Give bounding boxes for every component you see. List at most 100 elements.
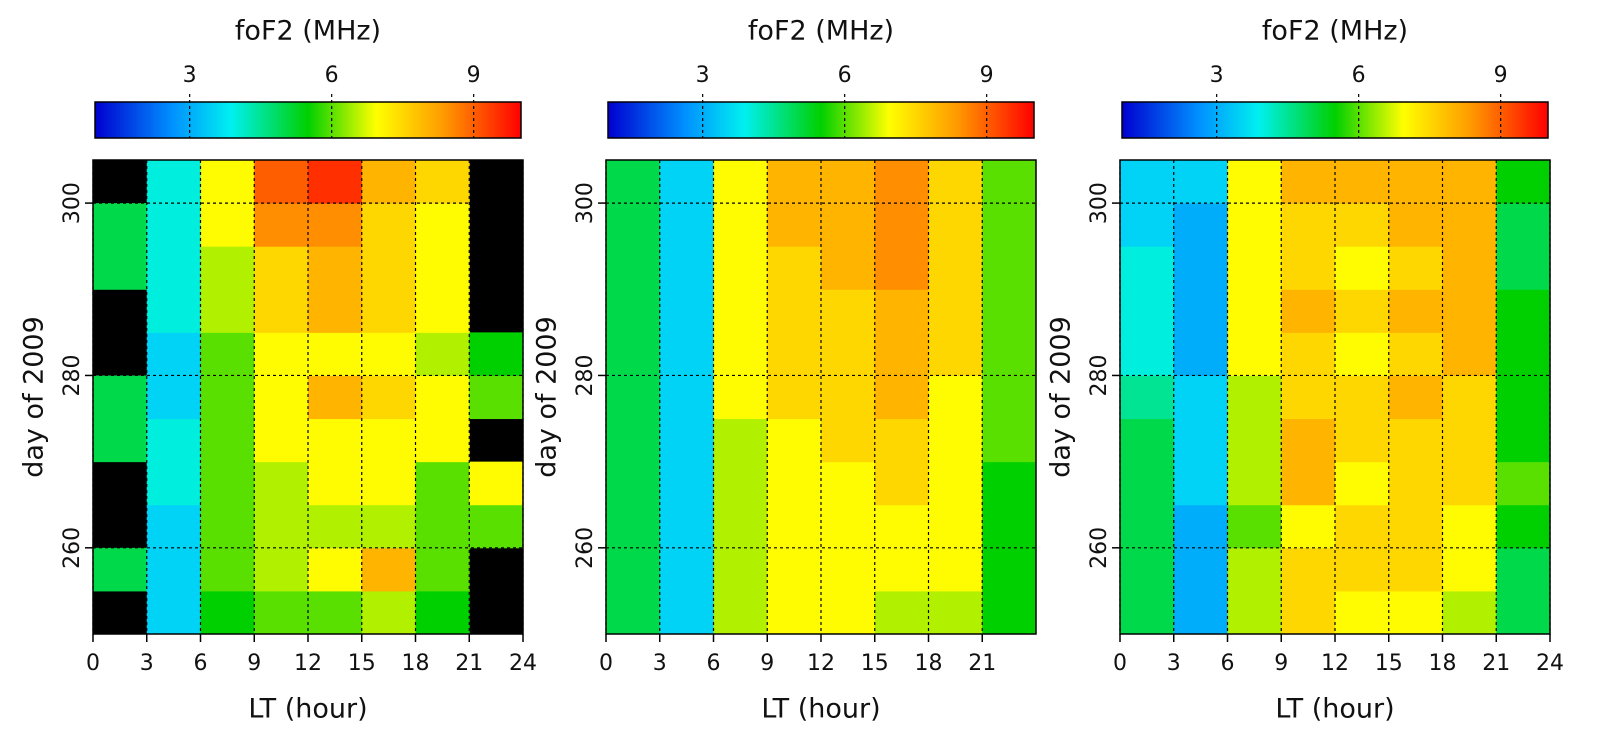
heat-cell	[200, 375, 255, 420]
y-tick-label: 260	[60, 527, 85, 569]
y-axis-label: day of 2009	[1046, 316, 1077, 478]
heat-cell	[606, 375, 661, 420]
x-tick-label: 21	[455, 651, 483, 676]
heat-cell	[146, 547, 201, 592]
heat-cell	[308, 418, 363, 463]
heat-cell	[606, 246, 661, 290]
heat-cell	[1227, 203, 1282, 247]
heat-cell	[767, 590, 822, 635]
colorbar	[1121, 101, 1549, 139]
heat-cell	[1120, 203, 1175, 247]
heat-cell	[821, 461, 876, 506]
heat-cell	[1173, 375, 1228, 420]
heat-cell	[982, 504, 1037, 549]
heat-cell	[200, 418, 255, 463]
x-tick-label: 9	[247, 651, 261, 676]
heat-cell	[874, 547, 929, 592]
heat-cell	[1388, 547, 1443, 592]
heat-cell	[1173, 289, 1228, 333]
heat-cell	[1388, 590, 1443, 635]
heat-cell	[93, 375, 148, 420]
heat-cell	[1442, 332, 1497, 376]
heat-cell	[1281, 289, 1336, 333]
heat-cell	[982, 590, 1037, 635]
heat-cell	[308, 246, 363, 290]
heat-cell	[767, 332, 822, 376]
heat-cell	[415, 332, 470, 376]
x-tick-label: 12	[1321, 651, 1349, 676]
heat-cell	[713, 246, 768, 290]
heat-cell	[606, 590, 661, 635]
heat-cell	[200, 203, 255, 247]
heat-cell	[254, 289, 309, 333]
colorbar-tick-label: 9	[467, 63, 481, 88]
plot-frame	[1119, 159, 1551, 635]
heat-cell	[1227, 160, 1282, 204]
x-tick-label: 15	[861, 651, 889, 676]
heat-cell	[821, 332, 876, 376]
heat-cell	[308, 332, 363, 376]
heat-cell	[821, 590, 876, 635]
heat-cell	[200, 504, 255, 549]
heat-cell	[308, 289, 363, 333]
heat-cell	[1335, 160, 1390, 204]
x-tick-label: 18	[915, 651, 943, 676]
heat-cell	[469, 332, 524, 376]
heat-cell	[713, 332, 768, 376]
heat-cell	[1335, 504, 1390, 549]
heat-cell	[1442, 504, 1497, 549]
heat-cell	[874, 418, 929, 463]
heat-cell	[1335, 246, 1390, 290]
heat-cell	[606, 160, 661, 204]
heat-cell	[1227, 547, 1282, 592]
heat-cell	[308, 504, 363, 549]
heat-cell	[469, 504, 524, 549]
heat-cell	[982, 160, 1037, 204]
heat-cell	[928, 461, 983, 506]
heat-cell	[1388, 375, 1443, 420]
colorbar	[94, 101, 522, 139]
heat-cell	[1173, 547, 1228, 592]
heat-cell	[254, 547, 309, 592]
heat-cell	[1442, 203, 1497, 247]
x-tick-label: 21	[968, 651, 996, 676]
heat-cell	[254, 590, 309, 635]
heat-cell	[1335, 461, 1390, 506]
heat-cell	[1442, 590, 1497, 635]
heat-cell	[874, 461, 929, 506]
heat-cell	[767, 160, 822, 204]
heat-cell	[606, 461, 661, 506]
heat-cell	[93, 246, 148, 290]
heat-cell	[200, 590, 255, 635]
x-tick-label: 15	[1375, 651, 1403, 676]
heat-cell	[1281, 547, 1336, 592]
x-tick-label: 3	[653, 651, 667, 676]
colorbar-title: foF2 (MHz)	[235, 16, 381, 47]
heat-cell	[659, 590, 714, 635]
heat-cell	[200, 289, 255, 333]
heat-cell	[146, 504, 201, 549]
heat-cell	[415, 160, 470, 204]
heat-cell	[415, 289, 470, 333]
x-tick-label: 0	[599, 651, 613, 676]
heat-cell	[415, 590, 470, 635]
heat-cell	[659, 332, 714, 376]
y-tick-label: 280	[60, 354, 85, 396]
heat-cell	[361, 246, 416, 290]
heat-cell	[1335, 289, 1390, 333]
heat-cell	[767, 504, 822, 549]
x-tick-label: 24	[1536, 651, 1564, 676]
heat-cell	[254, 203, 309, 247]
x-axis-label: LT (hour)	[761, 694, 880, 725]
heat-cell	[1496, 461, 1551, 506]
heat-cell	[1442, 461, 1497, 506]
y-tick-label: 280	[573, 354, 598, 396]
heat-cell	[1496, 504, 1551, 549]
y-tick-label: 300	[573, 182, 598, 224]
heat-cell	[1281, 418, 1336, 463]
heat-cell	[146, 590, 201, 635]
heat-cell	[415, 504, 470, 549]
heat-cell	[928, 246, 983, 290]
heat-cell	[415, 461, 470, 506]
heat-cell	[874, 246, 929, 290]
